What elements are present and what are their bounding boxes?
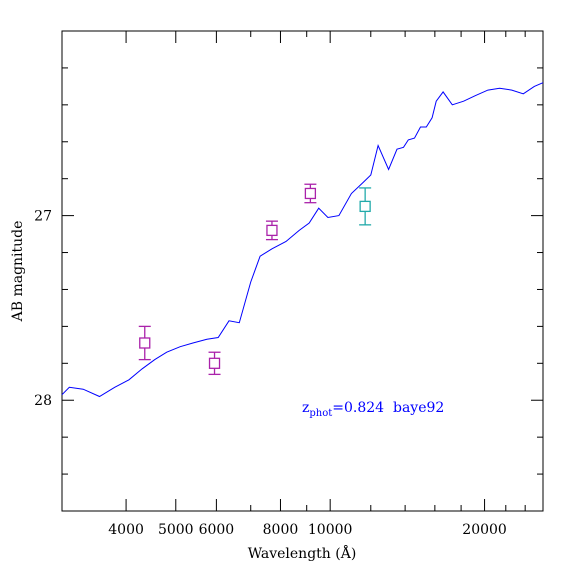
x-axis-ticks (61, 31, 544, 511)
y-tick-label: 28 (34, 393, 52, 409)
photometry-points (138, 183, 372, 376)
x-axis-label: Wavelength (Å) (248, 544, 357, 562)
x-tick-label: 4000 (108, 522, 144, 538)
x-tick-label: 8000 (263, 522, 299, 538)
x-tick-label: 20000 (462, 522, 507, 538)
point-marker (359, 200, 371, 213)
photometry-point (359, 187, 372, 226)
y-tick-label: 27 (34, 209, 52, 225)
x-tick-label: 10000 (308, 522, 353, 538)
point-marker (304, 187, 317, 200)
plot-frame (61, 30, 544, 512)
point-marker (208, 357, 221, 369)
x-tick-label: 6000 (199, 522, 235, 538)
photometry-point (304, 183, 317, 204)
photo-z-prefix: z (302, 400, 309, 416)
photometry-point (208, 351, 221, 376)
photo-z-annotation: zphot=0.824 baye92 (302, 400, 444, 419)
y-axis-tick-labels: 27 28 (34, 209, 52, 410)
photo-z-value: =0.824 baye92 (332, 400, 444, 416)
x-tick-label: 5000 (158, 522, 194, 538)
point-marker (139, 337, 151, 349)
y-axis-ticks (62, 30, 543, 512)
point-marker (266, 224, 278, 237)
photo-z-subscript: phot (309, 408, 332, 419)
photometry-point (265, 220, 278, 241)
y-axis-label: AB magnitude (10, 221, 26, 323)
photometry-point (138, 325, 151, 361)
template-sed-line (61, 82, 544, 398)
x-axis-tick-labels: 4000 5000 6000 8000 10000 20000 (108, 522, 507, 538)
